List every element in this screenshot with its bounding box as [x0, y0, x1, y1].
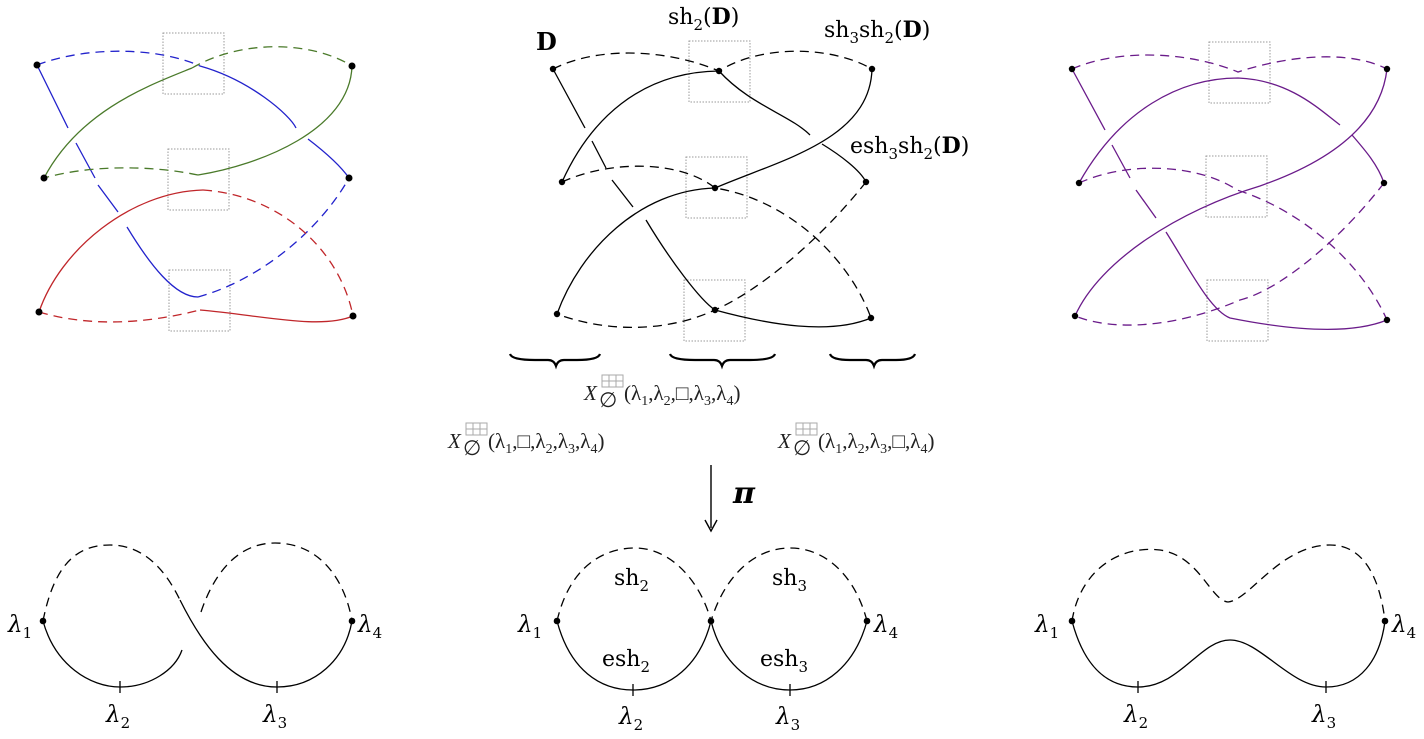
- solid-lobe: [42, 620, 183, 688]
- label-D: D: [536, 27, 557, 56]
- purple-solid-arc: [1078, 77, 1385, 184]
- label-sh3: sh3: [772, 566, 807, 595]
- formula-X: X: [583, 381, 598, 405]
- label-esh2: esh2: [602, 647, 650, 676]
- lambda-4-label: λ4: [357, 612, 382, 642]
- lambda-3-label: λ3: [775, 704, 800, 734]
- bottom-right-curve: [1068, 544, 1389, 693]
- solid-strand: [714, 68, 873, 189]
- crossing-box: [688, 40, 751, 103]
- lambda-4-label: λ4: [873, 612, 898, 642]
- solid-strand: [552, 68, 716, 311]
- crossing-box: [685, 156, 748, 219]
- dashed-curve: [1071, 544, 1386, 622]
- dashed-lobe: [200, 542, 353, 622]
- purple-solid-strand: [1071, 68, 1388, 330]
- crossing-box: [167, 148, 230, 211]
- blue-dashed-strand: [197, 177, 350, 298]
- vertices: [1068, 65, 1391, 324]
- formula-args: (λ1,λ2,□,λ3,λ4): [624, 381, 740, 409]
- young-diagram-icon: [795, 422, 818, 436]
- tick-marks: [119, 681, 278, 693]
- middle-diagram: D sh2(D) sh3sh2(D) esh3sh2(D): [508, 4, 969, 370]
- solid-arc: [718, 70, 867, 183]
- lambda-2-label: λ2: [105, 702, 130, 732]
- formula-subscript: ∅: [463, 436, 481, 460]
- lambda-1-label: λ1: [7, 612, 32, 642]
- vertices: [549, 65, 876, 322]
- red-solid-strand: [199, 309, 354, 323]
- lambda-3-label: λ3: [262, 702, 287, 732]
- dashed-lobes: [556, 547, 868, 624]
- formula-subscript: ∅: [599, 388, 617, 412]
- projection-arrow: π: [704, 465, 756, 533]
- lambda-2-label: λ2: [618, 704, 643, 734]
- blue-solid-strand: [36, 64, 199, 298]
- label-esh3: esh3: [760, 647, 808, 676]
- formula-subscript: ∅: [793, 436, 811, 460]
- formula-center: X ∅ (λ1,λ2,□,λ3,λ4): [583, 374, 740, 412]
- red-dashed-arc: [202, 189, 354, 317]
- purple-dashed-strand: [1078, 167, 1388, 321]
- green-solid-arc: [43, 67, 193, 179]
- lambda-2-label: λ2: [1123, 702, 1148, 732]
- blue-dashed-arc: [36, 50, 201, 67]
- lambda-3-label: λ3: [1311, 702, 1336, 732]
- tick-marks: [1137, 681, 1327, 693]
- top-dashed-arc: [552, 50, 873, 72]
- formula-right: X ∅ (λ1,λ2,λ3,□,λ4): [777, 422, 934, 460]
- label-esh3sh2-D: esh3sh2(D): [850, 133, 969, 163]
- crossing-box: [1205, 155, 1268, 218]
- solid-curve: [1071, 620, 1386, 688]
- lambda-1-label: λ1: [517, 612, 542, 642]
- purple-dashed-strand: [1074, 182, 1385, 326]
- right-purple-diagram: [1068, 41, 1391, 342]
- crossing-box: [1208, 41, 1271, 104]
- lambda-1-label: λ1: [1034, 612, 1059, 642]
- brace-center: [668, 353, 777, 370]
- pi-label: π: [732, 476, 756, 511]
- red-solid-arc: [38, 189, 204, 313]
- label-sh2: sh2: [614, 566, 649, 595]
- formula-args: (λ1,□,λ2,λ3,λ4): [488, 429, 604, 457]
- purple-dashed-arc: [1071, 54, 1388, 73]
- label-sh2-D: sh2(D): [668, 4, 739, 34]
- left-colored-diagram: [33, 32, 357, 332]
- purple-solid-strand: [1074, 68, 1388, 317]
- brace-left: [508, 353, 602, 370]
- lambda-4-label: λ4: [1391, 612, 1416, 642]
- formula-X: X: [447, 429, 462, 453]
- crossing-box: [683, 279, 746, 342]
- green-solid-strand: [197, 65, 353, 176]
- green-dashed-strand: [43, 167, 199, 179]
- red-dashed-strand: [38, 309, 201, 323]
- bottom-middle-curve: [553, 547, 871, 696]
- underbraces: [508, 353, 917, 370]
- vertices: [33, 61, 357, 320]
- solid-lobe: [179, 599, 353, 688]
- tick-marks: [632, 684, 791, 696]
- solid-arc: [561, 70, 720, 183]
- young-diagram-icon: [465, 422, 488, 436]
- brace-right: [828, 353, 917, 370]
- formula-left: X ∅ (λ1,□,λ2,λ3,λ4): [447, 422, 604, 460]
- formula-args: (λ1,λ2,λ3,□,λ4): [818, 429, 934, 457]
- bottom-left-curve: [39, 542, 356, 693]
- blue-solid-arc: [199, 65, 350, 179]
- young-diagram-icon: [601, 374, 624, 388]
- label-sh3sh2-D: sh3sh2(D): [824, 17, 930, 47]
- dashed-lobe: [42, 544, 181, 622]
- green-dashed-arc: [191, 46, 353, 69]
- crossing-box: [168, 269, 231, 332]
- crossing-box: [162, 32, 225, 95]
- dashed-strand: [556, 181, 867, 328]
- crossing-box: [1206, 279, 1269, 342]
- solid-arc: [556, 187, 716, 315]
- formula-X: X: [777, 429, 792, 453]
- solid-strand: [714, 309, 872, 328]
